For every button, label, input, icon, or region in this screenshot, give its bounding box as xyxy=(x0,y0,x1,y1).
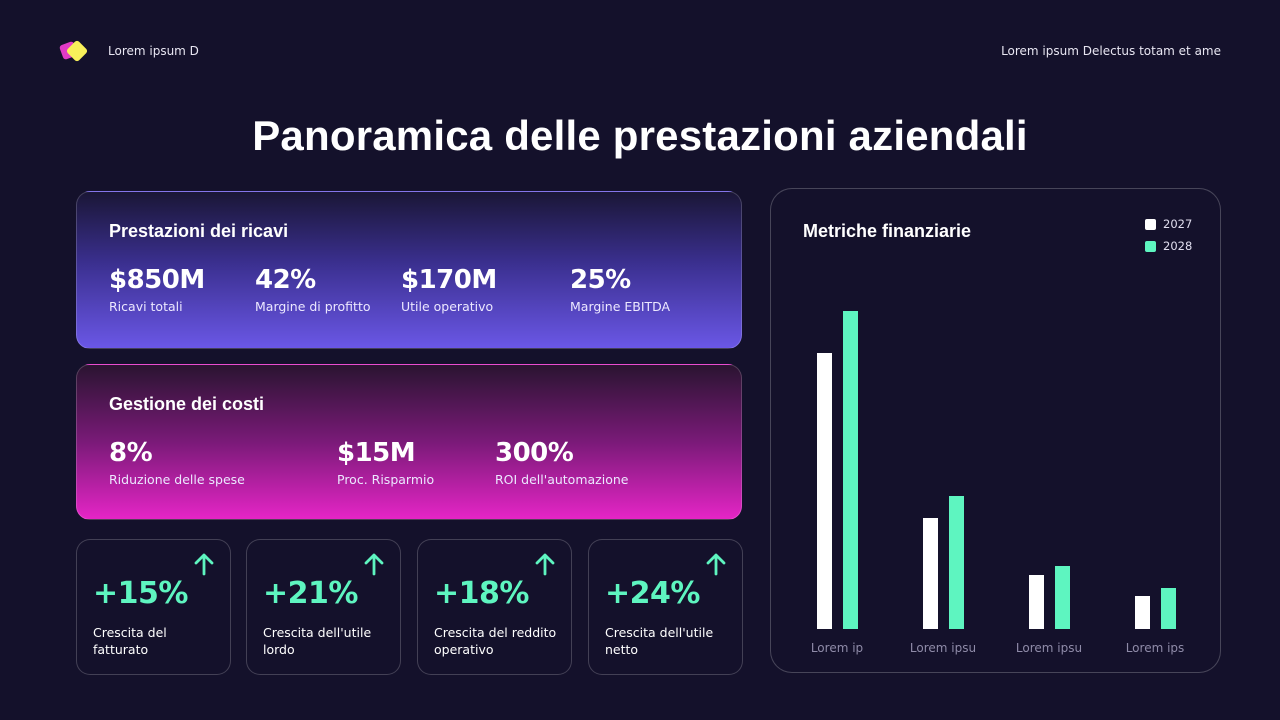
growth-label: Crescita del fatturato xyxy=(93,625,167,657)
metric-value: $170M xyxy=(401,265,497,295)
growth-value: +24% xyxy=(605,576,700,611)
bar-2027-1 xyxy=(923,518,938,629)
metric-total-revenue: $850M Ricavi totali xyxy=(109,265,205,314)
metric-value: 25% xyxy=(570,265,631,295)
growth-label: Crescita dell'utile lordo xyxy=(263,625,372,657)
page-title: Panoramica delle prestazioni aziendali xyxy=(252,112,1028,159)
metric-label: Margine EBITDA xyxy=(570,299,671,314)
legend-swatch-icon xyxy=(1145,240,1156,252)
bar-plot-area: Lorem ip Lorem ipsu Lorem ipsu Lorem ips xyxy=(771,189,1222,674)
metric-operating-income: $170M Utile operativo xyxy=(401,265,497,314)
bar-2028-1 xyxy=(949,496,964,629)
legend-item-2027: 2027 xyxy=(1145,213,1192,235)
costs-panel-title: Gestione dei costi xyxy=(109,394,265,414)
header-tagline: Lorem ipsum Delectus totam et ame xyxy=(1001,44,1221,58)
metric-value: 300% xyxy=(495,438,574,468)
costs-panel: Gestione dei costi 8% Riduzione delle sp… xyxy=(76,364,742,520)
metric-label: ROI dell'automazione xyxy=(495,472,629,487)
x-axis-label: Lorem ipsu xyxy=(909,641,977,655)
growth-label: Crescita dell'utile netto xyxy=(605,625,714,657)
metric-value: $15M xyxy=(337,438,416,468)
bar-2028-0 xyxy=(843,311,858,629)
legend-label: 2028 xyxy=(1163,239,1193,253)
bar-2027-3 xyxy=(1135,596,1150,629)
legend-item-2028: 2028 xyxy=(1145,235,1192,257)
financial-metrics-chart: Metriche finanziarie 2027 2028 Lorem ip L… xyxy=(770,188,1221,673)
x-axis-label: Lorem ip xyxy=(810,641,864,655)
arrow-up-icon xyxy=(706,553,726,576)
logo xyxy=(58,39,95,66)
bar-2027-0 xyxy=(817,353,832,629)
bar-2028-2 xyxy=(1055,566,1070,629)
brand-name: Lorem ipsum D xyxy=(108,44,199,58)
metric-automation-roi: 300% ROI dell'automazione xyxy=(495,438,628,487)
revenue-panel: Prestazioni dei ricavi $850M Ricavi tota… xyxy=(76,191,742,349)
arrow-up-icon xyxy=(364,553,384,576)
metric-ebitda-margin: 25% Margine EBITDA xyxy=(570,265,670,314)
metric-label: Margine di profitto xyxy=(255,299,371,314)
legend-swatch-icon xyxy=(1145,218,1156,230)
chart-title: Metriche finanziarie xyxy=(803,221,972,241)
metric-value: $850M xyxy=(109,265,205,295)
growth-value: +15% xyxy=(93,576,188,611)
bar-2028-3 xyxy=(1161,588,1176,629)
metric-label: Utile operativo xyxy=(401,299,494,314)
metric-label: Ricavi totali xyxy=(109,299,183,314)
growth-card-net-profit: +24% Crescita dell'utile netto xyxy=(588,539,743,675)
revenue-panel-title: Prestazioni dei ricavi xyxy=(109,221,289,241)
metric-label: Proc. Risparmio xyxy=(337,472,435,487)
x-axis-label: Lorem ipsu xyxy=(1015,641,1083,655)
metric-expense-reduction: 8% Riduzione delle spese xyxy=(109,438,245,487)
growth-value: +21% xyxy=(263,576,358,611)
metric-label: Riduzione delle spese xyxy=(109,472,245,487)
legend-label: 2027 xyxy=(1163,217,1193,231)
arrow-up-icon xyxy=(194,553,214,576)
growth-card-gross-profit: +21% Crescita dell'utile lordo xyxy=(246,539,401,675)
arrow-up-icon xyxy=(535,553,555,576)
x-axis-label: Lorem ips xyxy=(1125,641,1185,655)
growth-card-operating-income: +18% Crescita del reddito operativo xyxy=(417,539,572,675)
metric-value: 8% xyxy=(109,438,153,468)
metric-savings: $15M Proc. Risparmio xyxy=(337,438,434,487)
growth-value: +18% xyxy=(434,576,529,611)
growth-card-revenue: +15% Crescita del fatturato xyxy=(76,539,231,675)
chart-legend: 2027 2028 xyxy=(1145,213,1192,257)
growth-label: Crescita del reddito operativo xyxy=(434,625,557,657)
metric-profit-margin: 42% Margine di profitto xyxy=(255,265,371,314)
bar-2027-2 xyxy=(1029,575,1044,629)
metric-value: 42% xyxy=(255,265,316,295)
